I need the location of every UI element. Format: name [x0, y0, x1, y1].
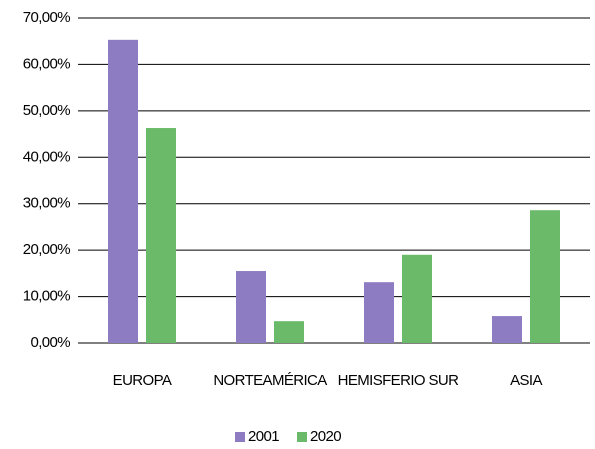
bar — [402, 254, 432, 343]
legend-label: 2001 — [248, 428, 279, 445]
y-tick-label: 60,00% — [23, 55, 71, 72]
y-tick-label: 50,00% — [23, 102, 71, 119]
y-tick-label: 20,00% — [23, 241, 71, 258]
y-tick-label: 10,00% — [23, 288, 71, 305]
bar — [530, 210, 560, 343]
legend-label: 2020 — [310, 428, 341, 445]
bar — [236, 271, 266, 343]
y-tick-label: 0,00% — [30, 334, 70, 351]
x-tick-label: NORTEAMÉRICA — [213, 372, 327, 389]
bar — [108, 39, 138, 343]
y-tick-label: 30,00% — [23, 195, 71, 212]
bar — [364, 282, 394, 343]
x-tick-label: EUROPA — [113, 372, 172, 389]
x-tick-label: HEMISFERIO SUR — [338, 372, 460, 389]
bar — [492, 316, 522, 343]
y-tick-label: 70,00% — [23, 9, 71, 26]
legend-swatch — [297, 432, 307, 442]
bar — [274, 321, 304, 343]
x-tick-label: ASIA — [510, 372, 542, 389]
bar — [146, 128, 176, 343]
legend-swatch — [235, 432, 245, 442]
y-tick-label: 40,00% — [23, 148, 71, 165]
